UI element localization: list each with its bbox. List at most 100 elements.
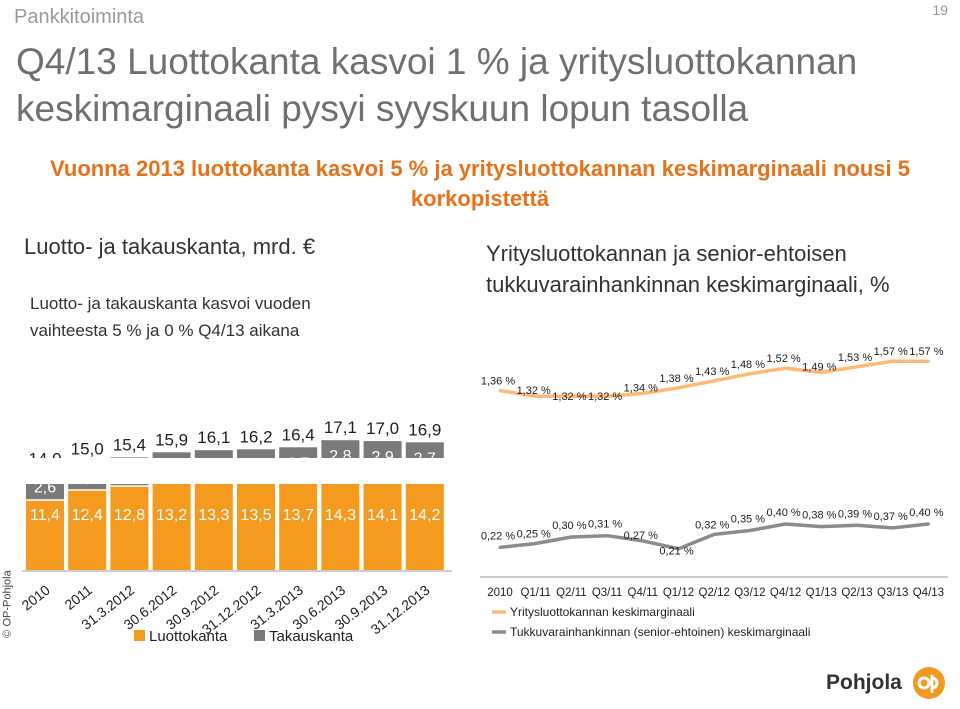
x-tick-label: Q3/11 xyxy=(592,587,622,599)
series-funding-data-label: 0,30 % xyxy=(552,520,586,532)
x-tick-label: Q1/13 xyxy=(806,587,837,599)
logo-text: Pohjola xyxy=(826,671,902,694)
x-tick-label: Q3/13 xyxy=(877,587,908,599)
pohjola-logo: Pohjola xyxy=(826,666,946,700)
series-margin-data-label: 1,32 % xyxy=(552,391,586,403)
x-tick-label: 2011 xyxy=(61,582,95,613)
bar-total-label: 16,1 xyxy=(197,428,230,447)
series-margin-data-label: 1,57 % xyxy=(909,346,943,358)
left-chart-title: Luotto- ja takauskanta, mrd. € xyxy=(24,234,316,259)
series-funding-point xyxy=(677,547,680,551)
x-tick-label: Q2/11 xyxy=(556,587,586,599)
bar-label-luottokanta: 13,7 xyxy=(283,507,314,524)
legend-label-luottokanta: Luottokanta xyxy=(149,628,228,645)
x-tick-label: Q2/13 xyxy=(841,587,872,599)
left-chart-subtitle: Luotto- ja takauskanta kasvoi vuoden vai… xyxy=(30,294,311,340)
series-funding-data-label: 0,39 % xyxy=(838,508,872,520)
series-margin-point xyxy=(569,394,573,398)
series-margin-data-label: 1,52 % xyxy=(766,353,800,365)
series-margin-data-label: 1,53 % xyxy=(838,352,872,364)
x-tick-label: Q1/12 xyxy=(663,587,694,599)
series-margin-point xyxy=(855,365,859,369)
bar-total-label: 16,4 xyxy=(282,425,315,444)
bar-luottokanta xyxy=(405,472,444,570)
series-funding-data-label: 0,40 % xyxy=(909,507,943,519)
series-margin-point xyxy=(819,370,823,374)
bar-luottokanta xyxy=(279,477,318,570)
series-funding-data-label: 0,35 % xyxy=(731,514,765,526)
bar-luottokanta xyxy=(152,482,191,570)
legend-swatch-takauskanta xyxy=(254,630,265,641)
series-funding-point xyxy=(534,542,538,545)
bar-total-label: 15,0 xyxy=(71,439,104,458)
legend-label-funding: Tukkuvarainhankinnan (senior-ehtoinen) k… xyxy=(510,625,810,639)
series-margin-point xyxy=(534,394,538,398)
bar-label-luottokanta: 11,4 xyxy=(30,507,60,524)
x-tick-label: Q4/11 xyxy=(628,587,658,599)
series-funding-point xyxy=(569,535,573,539)
bar-luottokanta xyxy=(194,481,233,570)
series-margin-point xyxy=(605,394,609,398)
series-funding-point xyxy=(891,526,895,530)
bar-label-luottokanta: 12,4 xyxy=(72,507,103,524)
legend-label-takauskanta: Takauskanta xyxy=(269,628,354,645)
series-margin-point xyxy=(712,379,716,383)
series-margin-data-label: 1,57 % xyxy=(874,346,908,358)
x-tick-label: 2010 xyxy=(18,582,53,614)
series-funding-data-label: 0,37 % xyxy=(874,511,908,523)
series-margin-data-label: 1,32 % xyxy=(588,391,622,403)
series-funding-point xyxy=(498,545,502,549)
series-funding-point xyxy=(748,529,752,532)
bar-total-label: 16,2 xyxy=(239,427,272,446)
bar-label-luottokanta: 13,5 xyxy=(240,507,271,524)
right-chart-title: Yritysluottokannan ja senior-ehtoisen tu… xyxy=(486,241,890,297)
series-funding-point xyxy=(605,534,609,538)
bar-total-label: 15,9 xyxy=(155,430,188,449)
series-funding-point xyxy=(784,522,788,526)
axis-break xyxy=(20,458,460,484)
slide-subtitle: Vuonna 2013 luottokanta kasvoi 5 % ja yr… xyxy=(50,156,910,211)
line-chart: 1,36 %1,32 % 1,32 % 1,32 %1,34 %1,38 %1,43… xyxy=(480,346,948,639)
series-funding-data-label: 0,25 % xyxy=(517,529,551,541)
x-tick-label: Q4/13 xyxy=(913,587,944,599)
bar-luottokanta xyxy=(68,490,107,570)
x-tick-label: 2010 xyxy=(487,587,513,599)
series-funding-point xyxy=(712,532,716,536)
copyright-text: © OP-Pohjola xyxy=(1,570,14,638)
series-margin-point xyxy=(784,366,788,370)
series-margin-point xyxy=(926,359,930,363)
bar-label-luottokanta: 12,8 xyxy=(114,507,145,524)
x-tick-label: Q3/12 xyxy=(734,587,765,599)
series-margin-point xyxy=(641,391,645,395)
series-margin-point xyxy=(498,389,502,393)
series-margin-point xyxy=(677,386,680,390)
legend-label-margin: Yritysluottokannan keskimarginaali xyxy=(510,605,695,619)
series-margin-data-label: 1,48 % xyxy=(731,359,765,371)
series-funding-data-label: 0,22 % xyxy=(481,530,515,542)
x-tick-label: Q1/11 xyxy=(520,587,550,599)
series-margin-data-label: 1,49 % xyxy=(802,361,836,373)
series-margin-data-label: 1,34 % xyxy=(624,382,658,394)
series-funding-data-label: 0,21 % xyxy=(659,546,693,558)
series-funding-data-label: 0,31 % xyxy=(588,519,622,531)
series-funding-data-label: 0,40 % xyxy=(766,507,800,519)
section-label: Pankkitoiminta xyxy=(14,6,145,28)
series-funding-point xyxy=(855,523,859,527)
series-margin-data-label: 1,38 % xyxy=(659,373,693,385)
series-funding-point xyxy=(819,525,823,529)
stacked-bar-chart: 11,42,614,012,42,615,012,82,615,413,22,7… xyxy=(18,418,460,645)
bar-label-luottokanta: 14,2 xyxy=(409,507,440,524)
series-funding-data-label: 0,27 % xyxy=(624,530,658,542)
series-margin-data-label: 1,32 % xyxy=(517,385,551,397)
series-funding-point xyxy=(641,539,645,543)
bar-luottokanta xyxy=(237,479,275,570)
x-tick-label: Q2/12 xyxy=(699,587,730,599)
bar-label-luottokanta: 14,1 xyxy=(367,507,398,524)
page-number: 19 xyxy=(932,2,948,18)
bar-luottokanta xyxy=(26,500,64,570)
series-margin-data-label: 1,43 % xyxy=(695,366,729,378)
bar-label-luottokanta: 14,3 xyxy=(325,507,356,524)
series-margin-data-label: 1,36 % xyxy=(481,376,515,388)
bar-total-label: 17,1 xyxy=(324,418,357,437)
x-tick-label: Q4/12 xyxy=(770,587,801,599)
